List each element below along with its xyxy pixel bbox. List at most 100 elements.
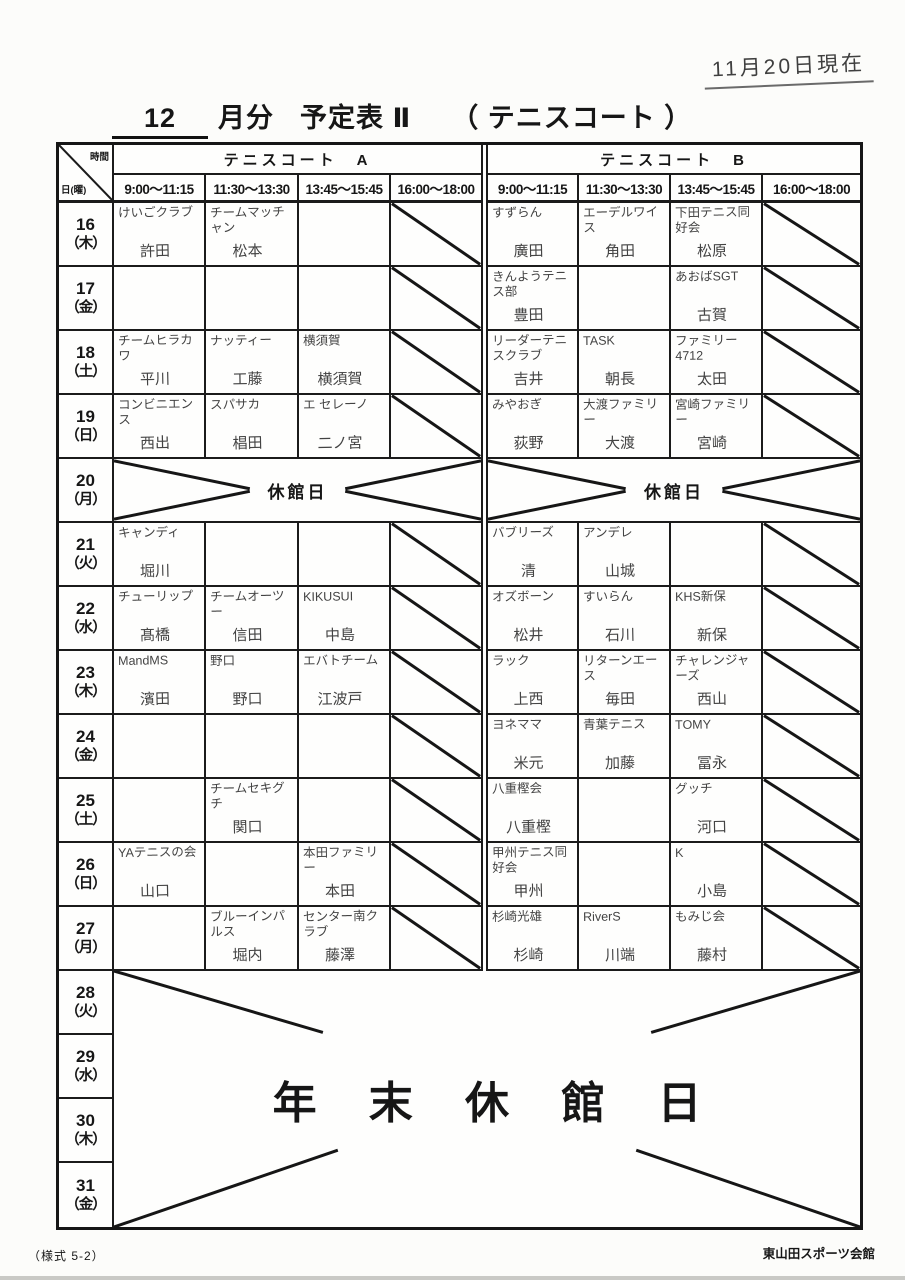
- slash-icon: [763, 267, 860, 329]
- day-cell-30: 30 （木）: [59, 1099, 114, 1163]
- team-name: リーダーテニスクラブ: [492, 332, 568, 363]
- team-name: バブリーズ: [492, 525, 555, 540]
- empty-slot: [206, 715, 299, 779]
- day-weekday: （金）: [65, 299, 107, 316]
- team-name: すいらん: [583, 589, 634, 604]
- day-cell-27: 27 （月）: [59, 907, 114, 971]
- person-name: 平川: [139, 370, 171, 389]
- team-name: みやおぎ: [492, 397, 543, 412]
- team-name: ヨネママ: [492, 717, 543, 732]
- time-header-row: 9:00〜11:15 11:30〜13:30 13:45〜15:45 16:00…: [59, 175, 861, 203]
- title-paren: （ テニスコート ）: [451, 103, 693, 133]
- booking-cell: 八重樫会 八重樫: [488, 779, 580, 843]
- booking-cell: 甲州テニス同好会 甲州: [488, 843, 580, 907]
- team-name: TOMY: [675, 717, 712, 732]
- team-name: アンデレ: [583, 525, 633, 540]
- time-slot-b1: 9:00〜11:15: [488, 175, 580, 203]
- slash-icon: [391, 395, 481, 457]
- court-divider: [483, 459, 489, 523]
- team-name: チームヒラカワ: [118, 332, 193, 363]
- person-name: 角田: [604, 242, 636, 261]
- booking-cell: みやおぎ 荻野: [488, 395, 580, 459]
- slash-icon: [391, 203, 481, 265]
- court-divider: [483, 651, 489, 715]
- day-cell-26: 26 （日）: [59, 843, 114, 907]
- schedule-row-23: 23 （木） MandMS 濱田 野口 野口 エバトチーム 江波戸 ラック 上西 リターンエース 毎田…: [59, 651, 861, 715]
- person-name: 許田: [139, 242, 171, 261]
- booking-cell: TOMY 冨永: [671, 715, 764, 779]
- empty-slot: [299, 203, 391, 267]
- booking-cell: MandMS 濱田: [114, 651, 206, 715]
- team-name: 青葉テニス: [583, 717, 646, 732]
- person-name: 松原: [696, 242, 728, 261]
- booking-cell: チームヒラカワ 平川: [114, 331, 206, 395]
- person-name: 本田: [324, 882, 356, 901]
- person-name: 小島: [696, 882, 728, 901]
- slash-icon: [391, 907, 481, 969]
- team-name: きんようテニス部: [492, 268, 568, 299]
- empty-slot: [579, 843, 672, 907]
- team-name: チームマッチャン: [210, 204, 285, 235]
- person-name: 横須賀: [317, 370, 363, 389]
- schedule-row-30: 30 （木）: [59, 1099, 860, 1163]
- time-slot-b3: 13:45〜15:45: [671, 175, 764, 203]
- person-name: 二ノ宮: [317, 434, 363, 453]
- team-name: エバトチーム: [303, 652, 379, 668]
- day-number: 16: [76, 215, 95, 235]
- schedule-row-20: 20 （月） 休館日 休館日: [59, 459, 861, 523]
- team-name: チューリップ: [118, 588, 194, 604]
- empty-slot: [114, 267, 206, 331]
- team-name: KHS新保: [675, 589, 726, 604]
- team-name: スパサカ: [210, 397, 261, 412]
- closed-slot: [763, 203, 861, 267]
- closed-slot: [763, 843, 861, 907]
- empty-slot: [671, 523, 764, 587]
- day-number: 19: [76, 407, 95, 427]
- team-name: YAテニスの会: [118, 844, 197, 860]
- booking-cell: グッチ 河口: [671, 779, 764, 843]
- booking-cell: すいらん 石川: [579, 587, 672, 651]
- booking-cell: あおばSGT 古賀: [671, 267, 764, 331]
- as-of-date-note: 11月20日現在: [703, 46, 874, 90]
- booking-cell: きんようテニス部 豊田: [488, 267, 580, 331]
- empty-slot: [299, 779, 391, 843]
- person-name: 河口: [696, 818, 728, 837]
- closed-day-block-b: 休館日: [488, 459, 861, 523]
- booking-cell: すずらん 廣田: [488, 203, 580, 267]
- day-weekday: （日）: [65, 875, 107, 892]
- day-number: 21: [76, 535, 95, 555]
- person-name: 西出: [139, 434, 171, 453]
- booking-cell: エバトチーム 江波戸: [299, 651, 391, 715]
- day-number: 27: [76, 919, 95, 939]
- booking-cell: 本田ファミリー 本田: [299, 843, 391, 907]
- day-number: 25: [76, 791, 95, 811]
- person-name: 椙田: [232, 434, 263, 453]
- empty-slot: [206, 523, 299, 587]
- team-name: チームオーツー: [210, 588, 285, 619]
- team-name: 宮崎ファミリー: [675, 396, 751, 427]
- person-name: 宮崎: [696, 434, 728, 453]
- day-cell-21: 21 （火）: [59, 523, 114, 587]
- team-name: チームセキグチ: [210, 780, 285, 811]
- schedule-table-wrap: 時間 日(曜) テニスコート A テニスコート B 9:00〜11:15 11:…: [56, 142, 864, 1230]
- day-cell-28: 28 （火）: [59, 971, 114, 1035]
- person-name: 米元: [513, 754, 544, 773]
- booking-cell: キャンディ 堀川: [114, 523, 206, 587]
- day-weekday: （木）: [65, 683, 107, 700]
- time-slot-a4: 16:00〜18:00: [391, 175, 484, 203]
- booking-cell: エ セレーノ 二ノ宮: [299, 395, 391, 459]
- slash-icon: [391, 843, 481, 905]
- day-cell-22: 22 （水）: [59, 587, 114, 651]
- person-name: 松本: [232, 242, 263, 261]
- booking-cell: K 小島: [671, 843, 764, 907]
- day-weekday: （金）: [65, 747, 107, 764]
- slash-icon: [763, 331, 860, 393]
- team-name: あおばSGT: [675, 269, 739, 284]
- team-name: K: [675, 845, 684, 860]
- booking-cell: 宮崎ファミリー 宮崎: [671, 395, 764, 459]
- person-name: 西山: [696, 690, 728, 709]
- team-name: センター南クラブ: [303, 908, 379, 939]
- booking-cell: リーダーテニスクラブ 吉井: [488, 331, 580, 395]
- booking-cell: KHS新保 新保: [671, 587, 764, 651]
- closed-slot: [391, 651, 484, 715]
